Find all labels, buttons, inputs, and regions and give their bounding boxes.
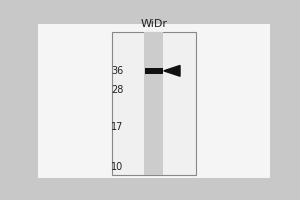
Text: 36: 36 xyxy=(111,66,124,76)
Text: 10: 10 xyxy=(111,162,124,172)
Bar xyxy=(145,32,163,175)
Bar xyxy=(145,68,163,74)
Text: 17: 17 xyxy=(111,122,124,132)
Text: WiDr: WiDr xyxy=(140,19,167,29)
Polygon shape xyxy=(164,65,180,76)
Text: 28: 28 xyxy=(111,85,124,95)
Bar xyxy=(112,32,196,175)
